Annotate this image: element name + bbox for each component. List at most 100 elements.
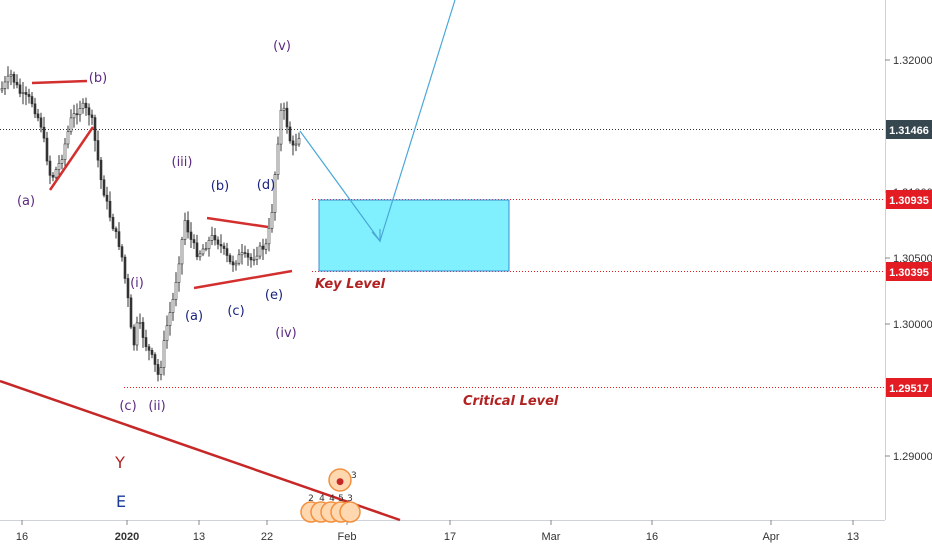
candle-body xyxy=(156,364,160,375)
candle-body xyxy=(180,239,184,265)
candle-body xyxy=(225,248,229,256)
candle-body xyxy=(294,143,298,146)
economic-events-icon[interactable]: ● 3 2 4 4 5 3 xyxy=(300,468,361,523)
candle-body xyxy=(183,220,187,240)
candle-body xyxy=(36,113,40,119)
candle-body xyxy=(216,239,220,245)
candle-body xyxy=(21,92,25,94)
price-tag-key-bottom-bg xyxy=(886,262,932,281)
candle-body xyxy=(213,235,217,241)
wave-label-iv: (iv) xyxy=(275,326,296,341)
x-tick-13b: 13 xyxy=(847,531,859,543)
candle-body xyxy=(141,322,145,338)
event-flag-icon-top[interactable] xyxy=(328,468,352,492)
y-tick-1-32000: 1.32000 xyxy=(893,55,932,67)
candle-body xyxy=(33,103,37,115)
candle-body xyxy=(228,255,232,263)
candle-body xyxy=(276,143,280,175)
candle-body xyxy=(129,297,133,328)
key-level-annotation: Key Level xyxy=(315,277,386,292)
triangle-upper-line[interactable] xyxy=(206,216,269,229)
candle-body xyxy=(81,102,85,109)
x-tick-13: 13 xyxy=(193,531,205,543)
candle-body xyxy=(198,253,202,258)
candle-body xyxy=(258,245,262,257)
candle-body xyxy=(18,84,22,94)
candle-body xyxy=(66,131,70,145)
degree-label-y: Y xyxy=(114,453,125,472)
x-tick-22: 22 xyxy=(261,531,273,543)
event-count-3: 4 xyxy=(329,494,335,504)
candle-body xyxy=(252,259,256,261)
candle-body xyxy=(174,281,178,300)
event-count-5: 3 xyxy=(347,494,353,504)
price-tag-key-top-text: 1.30935 xyxy=(889,195,929,207)
candle-body xyxy=(264,243,268,250)
candle-body xyxy=(177,263,181,283)
wave-label-tri-c: (c) xyxy=(227,304,244,319)
event-count-4: 5 xyxy=(338,494,344,504)
wave-label-i: (i) xyxy=(130,276,144,291)
candle-body xyxy=(45,137,49,162)
candle-body xyxy=(9,73,13,77)
wave-label-tri-b: (b) xyxy=(211,179,229,194)
wave-label-v: (v) xyxy=(273,39,291,54)
a-wave-support-line[interactable] xyxy=(48,126,95,191)
candle-body xyxy=(126,278,130,299)
candle-body xyxy=(165,325,169,341)
candle-body xyxy=(117,231,121,247)
wave-label-iii: (iii) xyxy=(172,155,193,170)
candle-body xyxy=(162,340,166,368)
long-term-trendline[interactable] xyxy=(0,379,401,522)
candle-body xyxy=(273,174,277,213)
x-tick-apr: Apr xyxy=(762,531,779,543)
candle-body xyxy=(234,262,238,266)
candle-body xyxy=(48,160,52,176)
candle-body xyxy=(195,242,199,258)
candle-body xyxy=(54,169,58,178)
price-tag-critical-text: 1.29517 xyxy=(889,383,929,395)
candle-body xyxy=(96,140,100,161)
x-tick-16: 16 xyxy=(16,531,28,543)
candle-body xyxy=(132,326,136,346)
candle-body xyxy=(285,107,289,128)
forecast-arrowhead xyxy=(371,229,381,243)
price-tag-key-top-bg xyxy=(886,190,932,209)
event-count-2: 4 xyxy=(319,494,325,504)
candle-body xyxy=(30,96,34,105)
x-axis-ticks: 16 2020 13 22 Feb 17 Mar 16 Apr 13 xyxy=(16,520,859,543)
candle-body xyxy=(159,367,163,375)
candle-body xyxy=(15,81,19,86)
candle-body xyxy=(279,109,283,145)
candle-body xyxy=(84,102,88,109)
candle-body xyxy=(186,220,190,233)
key-level-zone[interactable] xyxy=(318,199,510,272)
candlestick-series xyxy=(0,66,301,382)
candle-body xyxy=(282,107,286,111)
candle-body xyxy=(135,322,139,346)
event-count-top: 3 xyxy=(351,471,357,481)
candle-body xyxy=(204,248,208,250)
event-flag-glyph: ● xyxy=(336,477,344,487)
candle-body xyxy=(291,140,295,146)
triangle-lower-line[interactable] xyxy=(193,269,293,290)
candle-body xyxy=(192,239,196,244)
event-count-1: 2 xyxy=(308,494,314,504)
x-tick-2020: 2020 xyxy=(115,531,139,543)
wave-label-tri-e: (e) xyxy=(265,288,283,303)
candle-body xyxy=(288,126,292,142)
critical-level-annotation: Critical Level xyxy=(463,394,559,409)
event-icon-5[interactable] xyxy=(339,501,361,523)
x-tick-16b: 16 xyxy=(646,531,658,543)
wave-label-b-top: (b) xyxy=(89,71,107,86)
candle-body xyxy=(72,113,76,119)
price-tag-current-text: 1.31466 xyxy=(889,125,929,137)
candle-body xyxy=(138,322,142,324)
candle-body xyxy=(63,143,67,160)
wave-labels-primary: (b) (a) (iii) (v) (i) (c) (ii) (iv) xyxy=(17,39,297,414)
wave-label-ii: (ii) xyxy=(148,399,165,414)
candle-body xyxy=(270,212,274,229)
b-wave-top-line[interactable] xyxy=(31,79,88,85)
candle-body xyxy=(222,245,226,249)
